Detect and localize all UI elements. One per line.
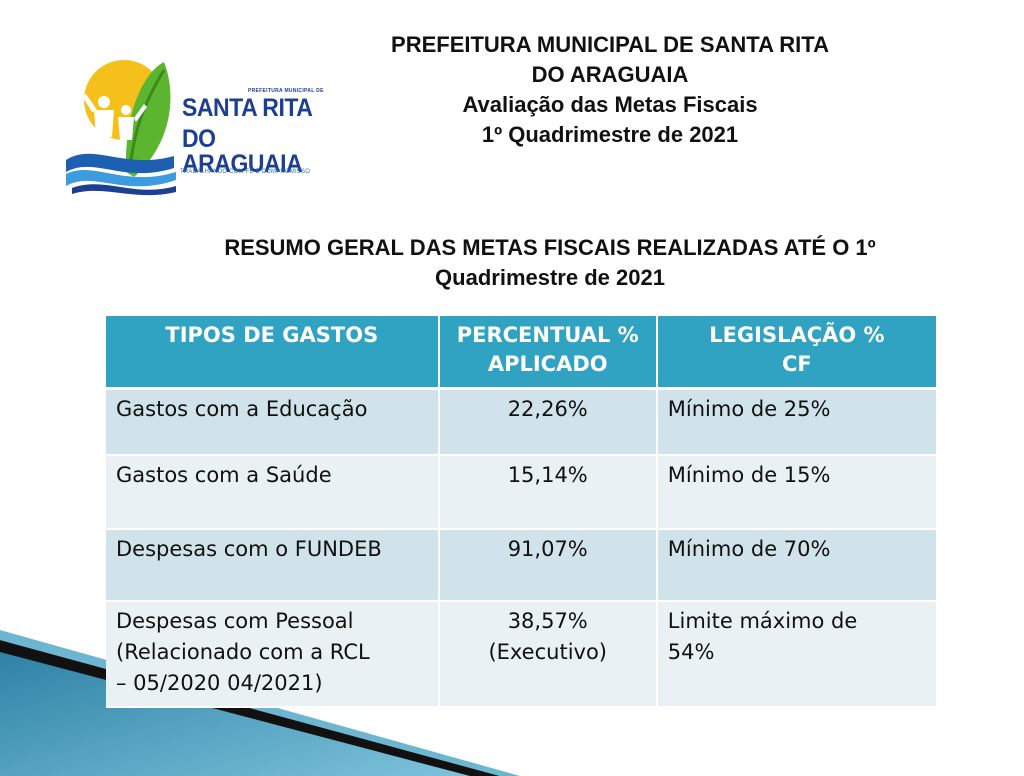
- cell-text: Gastos com a Educação: [116, 397, 368, 421]
- page-header: PREFEITURA MUNICIPAL DE SANTA RITA DO AR…: [350, 30, 870, 150]
- column-header-label: LEGISLAÇÃO %: [709, 323, 885, 347]
- cell-percentual: 38,57% (Executivo): [438, 601, 658, 708]
- cell-tipo: Despesas com Pessoal (Relacionado com a …: [106, 601, 440, 708]
- cell-text: Gastos com a Saúde: [116, 463, 332, 487]
- cell-legislacao: Mínimo de 15%: [656, 455, 936, 530]
- logo-title-line1: SANTA RITA: [182, 94, 313, 122]
- cell-text: Mínimo de 15%: [667, 463, 831, 487]
- header-line-4: 1º Quadrimestre de 2021: [481, 122, 739, 147]
- cell-text: Mínimo de 25%: [667, 397, 831, 421]
- table-header-row: TIPOS DE GASTOS PERCENTUAL % APLICADO LE…: [106, 316, 936, 390]
- cell-text: 91,07%: [507, 537, 588, 561]
- header-line-1: PREFEITURA MUNICIPAL DE SANTA RITA: [391, 32, 829, 57]
- cell-tipo: Gastos com a Educação: [106, 388, 440, 456]
- cell-percentual: 91,07%: [438, 529, 658, 602]
- cell-tipo: Despesas com o FUNDEB: [106, 529, 440, 602]
- cell-text: Mínimo de 70%: [667, 537, 831, 561]
- column-header-label: TIPOS DE GASTOS: [165, 323, 379, 347]
- table-row: Gastos com a Saúde 15,14% Mínimo de 15%: [106, 455, 936, 530]
- cell-text: – 05/2020 04/2021): [116, 671, 323, 695]
- cell-text: 22,26%: [507, 397, 588, 421]
- cell-percentual: 15,14%: [438, 455, 658, 530]
- cell-text: Despesas com o FUNDEB: [116, 537, 382, 561]
- cell-text: (Executivo): [488, 640, 607, 664]
- summary-title: RESUMO GERAL DAS METAS FISCAIS REALIZADA…: [130, 233, 970, 293]
- cell-text: 38,57%: [507, 609, 588, 633]
- column-header-label: APLICADO: [487, 352, 608, 376]
- cell-percentual: 22,26%: [438, 388, 658, 456]
- logo-title-line2: DO ARAGUAIA: [182, 125, 303, 178]
- summary-line-1: RESUMO GERAL DAS METAS FISCAIS REALIZADA…: [224, 235, 876, 260]
- municipality-logo: PREFEITURA MUNICIPAL DE SANTA RITA DO AR…: [64, 52, 332, 198]
- cell-text: 54%: [667, 640, 715, 664]
- column-header-percentual: PERCENTUAL % APLICADO: [438, 316, 658, 390]
- table-row: Gastos com a Educação 22,26% Mínimo de 2…: [106, 388, 936, 456]
- column-header-legislacao: LEGISLAÇÃO % CF: [656, 316, 936, 390]
- cell-legislacao: Mínimo de 25%: [656, 388, 936, 456]
- logo-slogan: TRABALHANDO COM FÉ E COMPROMISSO: [180, 169, 311, 175]
- column-header-label: CF: [782, 352, 812, 376]
- header-line-2: DO ARAGUAIA: [531, 62, 689, 87]
- column-header-label: PERCENTUAL %: [456, 323, 639, 347]
- table-row: Despesas com Pessoal (Relacionado com a …: [106, 601, 936, 708]
- cell-text: 15,14%: [507, 463, 588, 487]
- fiscal-goals-table: TIPOS DE GASTOS PERCENTUAL % APLICADO LE…: [106, 316, 936, 708]
- cell-tipo: Gastos com a Saúde: [106, 455, 440, 530]
- cell-legislacao: Mínimo de 70%: [656, 529, 936, 602]
- column-header-tipos: TIPOS DE GASTOS: [106, 316, 440, 390]
- logo-small-text: PREFEITURA MUNICIPAL DE: [248, 88, 324, 94]
- table-row: Despesas com o FUNDEB 91,07% Mínimo de 7…: [106, 529, 936, 602]
- cell-text: Limite máximo de: [667, 609, 858, 633]
- logo-emblem-icon: [66, 60, 176, 196]
- cell-legislacao: Limite máximo de 54%: [656, 601, 936, 708]
- header-line-3: Avaliação das Metas Fiscais: [462, 92, 758, 117]
- cell-text: Despesas com Pessoal: [116, 609, 354, 633]
- cell-text: (Relacionado com a RCL: [116, 640, 370, 664]
- summary-line-2: Quadrimestre de 2021: [435, 265, 665, 290]
